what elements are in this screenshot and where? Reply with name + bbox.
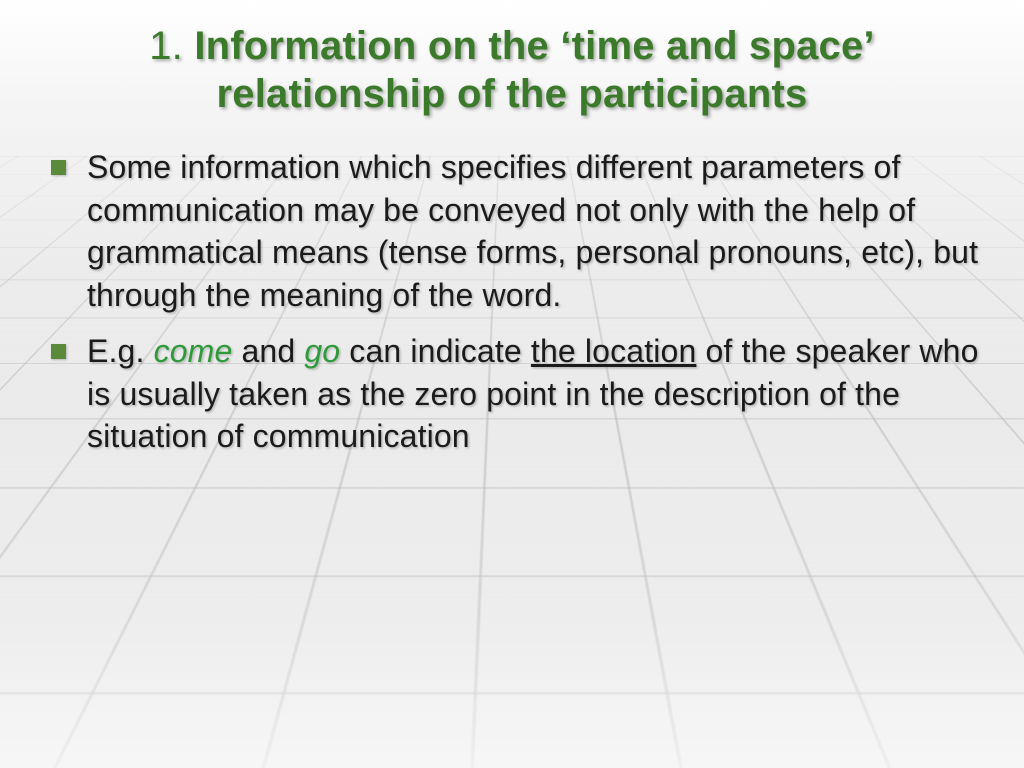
slide-title: 1. Information on the ‘time and space’ r… <box>45 22 979 118</box>
title-number: 1. <box>149 24 183 68</box>
underlined-phrase: the location <box>531 333 696 369</box>
text-run: can indicate <box>340 333 531 369</box>
bullet-list: Some information which specifies differe… <box>45 146 979 458</box>
slide-content: 1. Information on the ‘time and space’ r… <box>0 0 1024 768</box>
text-run: E.g. <box>87 333 154 369</box>
list-item: Some information which specifies differe… <box>87 146 979 316</box>
emphasized-word: go <box>304 333 340 369</box>
title-text: Information on the ‘time and space’ rela… <box>194 24 874 116</box>
list-item: E.g. come and go can indicate the locati… <box>87 330 979 458</box>
text-run: and <box>232 333 304 369</box>
emphasized-word: come <box>154 333 233 369</box>
text-run: Some information which specifies differe… <box>87 149 978 313</box>
